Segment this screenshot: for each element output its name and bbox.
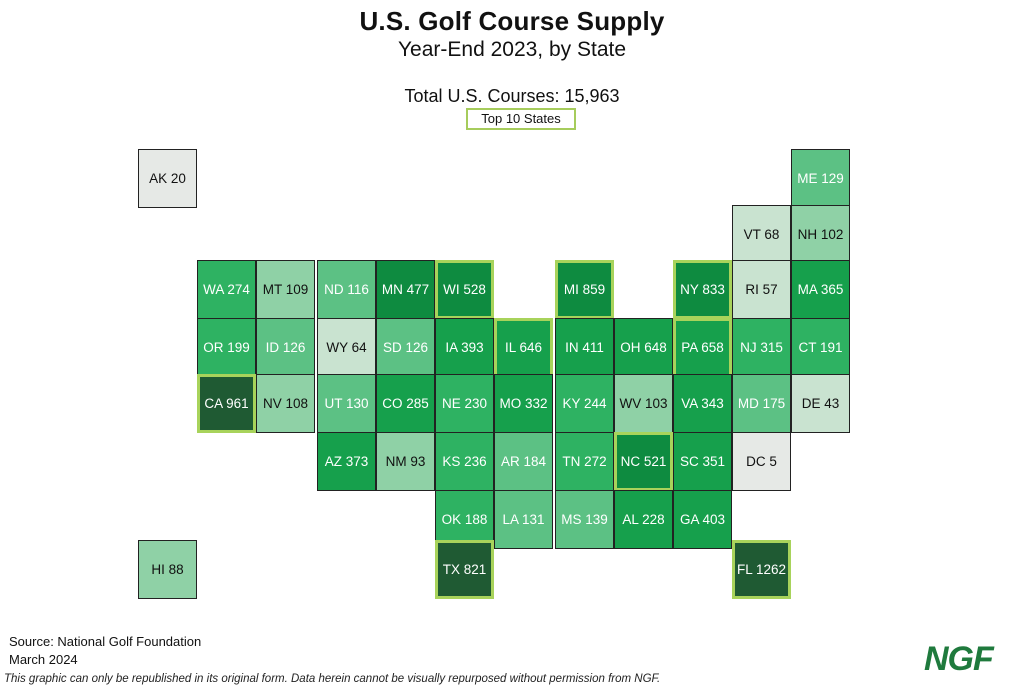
state-tile-ar: AR 184 <box>494 432 553 491</box>
state-tile-nv: NV 108 <box>256 374 315 433</box>
state-tile-nm: NM 93 <box>376 432 435 491</box>
state-tile-wv: WV 103 <box>614 374 673 433</box>
state-tile-wy: WY 64 <box>317 318 376 377</box>
chart-title: U.S. Golf Course Supply <box>359 6 665 36</box>
state-tile-wi: WI 528 <box>435 260 494 319</box>
state-tile-me: ME 129 <box>791 149 850 208</box>
top10-legend: Top 10 States <box>466 108 576 130</box>
state-tile-vt: VT 68 <box>732 205 791 264</box>
state-tile-nj: NJ 315 <box>732 318 791 377</box>
state-tile-sc: SC 351 <box>673 432 732 491</box>
state-tile-il: IL 646 <box>494 318 553 377</box>
state-tile-mo: MO 332 <box>494 374 553 433</box>
state-tile-ma: MA 365 <box>791 260 850 319</box>
state-tile-al: AL 228 <box>614 490 673 549</box>
state-tile-ks: KS 236 <box>435 432 494 491</box>
state-tile-nc: NC 521 <box>614 432 673 491</box>
state-tile-az: AZ 373 <box>317 432 376 491</box>
state-tile-mt: MT 109 <box>256 260 315 319</box>
state-tile-tx: TX 821 <box>435 540 494 599</box>
state-tile-ky: KY 244 <box>555 374 614 433</box>
state-tile-pa: PA 658 <box>673 318 732 377</box>
state-tile-ok: OK 188 <box>435 490 494 549</box>
state-tile-de: DE 43 <box>791 374 850 433</box>
state-tile-mi: MI 859 <box>555 260 614 319</box>
state-tile-ia: IA 393 <box>435 318 494 377</box>
ngf-logo: NGF <box>924 640 994 678</box>
state-tile-oh: OH 648 <box>614 318 673 377</box>
state-tile-nh: NH 102 <box>791 205 850 264</box>
state-tile-mn: MN 477 <box>376 260 435 319</box>
total-courses: Total U.S. Courses: 15,963 <box>404 86 620 106</box>
state-tile-ne: NE 230 <box>435 374 494 433</box>
state-tile-tn: TN 272 <box>555 432 614 491</box>
state-tile-ga: GA 403 <box>673 490 732 549</box>
state-tile-ct: CT 191 <box>791 318 850 377</box>
chart-subtitle: Year-End 2023, by State <box>397 38 627 61</box>
state-tile-ut: UT 130 <box>317 374 376 433</box>
date-note: March 2024 <box>9 652 78 667</box>
state-tile-dc: DC 5 <box>732 432 791 491</box>
state-tile-la: LA 131 <box>494 490 553 549</box>
state-tile-id: ID 126 <box>256 318 315 377</box>
source-note: Source: National Golf Foundation <box>9 634 202 649</box>
state-tile-wa: WA 274 <box>197 260 256 319</box>
state-tile-va: VA 343 <box>673 374 732 433</box>
state-tile-fl: FL 1262 <box>732 540 791 599</box>
state-tile-hi: HI 88 <box>138 540 197 599</box>
state-tile-sd: SD 126 <box>376 318 435 377</box>
state-tile-or: OR 199 <box>197 318 256 377</box>
state-tile-ri: RI 57 <box>732 260 791 319</box>
state-tile-in: IN 411 <box>555 318 614 377</box>
state-tile-co: CO 285 <box>376 374 435 433</box>
state-tile-nd: ND 116 <box>317 260 376 319</box>
state-tile-ak: AK 20 <box>138 149 197 208</box>
state-tile-ny: NY 833 <box>673 260 732 319</box>
state-tile-ms: MS 139 <box>555 490 614 549</box>
state-tile-md: MD 175 <box>732 374 791 433</box>
state-tile-ca: CA 961 <box>197 374 256 433</box>
disclaimer-note: This graphic can only be republished in … <box>4 673 661 685</box>
